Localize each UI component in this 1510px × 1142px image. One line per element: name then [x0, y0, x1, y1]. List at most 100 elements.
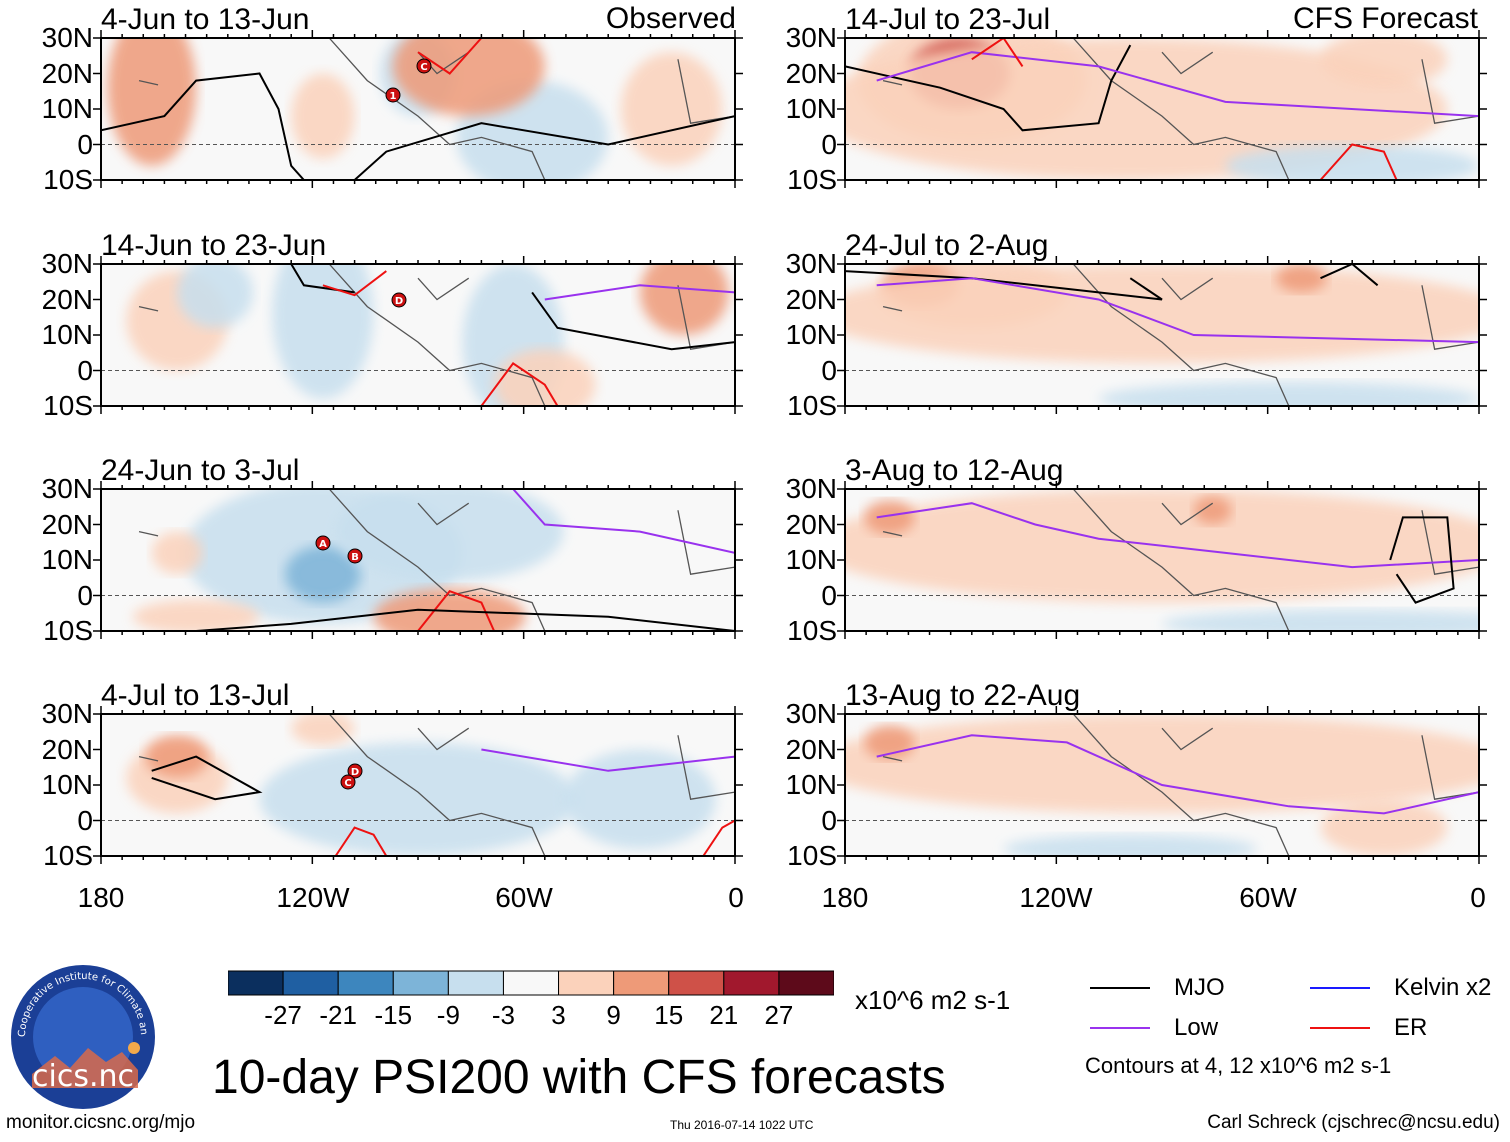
anomaly-shading	[845, 264, 1479, 364]
y-tick-label: 10N	[41, 544, 93, 575]
observed-tag: Observed	[605, 2, 736, 35]
mjo-contour	[196, 608, 735, 631]
anomaly-shading	[291, 73, 355, 159]
x-tick-left-180: 180	[77, 882, 125, 913]
er-contour	[322, 270, 387, 297]
y-tick-label: 0	[77, 128, 93, 160]
storm-marker-dot	[391, 292, 407, 307]
anomaly-shading	[177, 264, 254, 328]
y-tick-label: 0	[77, 354, 93, 386]
mjo-contour	[531, 291, 735, 351]
anomaly-shading	[494, 349, 596, 406]
y-tick-label: 10N	[41, 319, 93, 350]
y-tick-label: 0	[77, 804, 93, 836]
colorbar-tick-label: 15	[654, 1000, 684, 1030]
anomaly-shading	[151, 531, 203, 575]
legend-er-swatch	[1310, 1027, 1370, 1029]
y-tick-label: 0	[821, 579, 837, 611]
anomaly-shading	[1003, 834, 1258, 856]
legend-note: Contours at 4, 12 x10^6 m2 s-1	[1085, 1053, 1392, 1078]
footer-timestamp: Thu 2016-07-14 1022 UTC	[670, 1118, 814, 1132]
y-tick-label: 30N	[785, 473, 837, 504]
anomaly-shading	[1193, 496, 1232, 525]
anomaly-shading	[145, 735, 209, 778]
coastline	[882, 489, 1479, 631]
colorbar-tick-label: 27	[764, 1000, 794, 1030]
storm-marker-dot	[385, 87, 401, 103]
storm-marker-dot	[315, 535, 331, 551]
anomaly-shading	[845, 714, 1479, 814]
y-tick-label: 20N	[41, 57, 93, 89]
storm-marker-label: C	[345, 778, 352, 789]
colorbar-tick-label: 9	[606, 1000, 621, 1030]
colorbar-swatch	[613, 970, 670, 996]
er-contour	[1319, 143, 1398, 180]
coastline	[882, 264, 1479, 406]
colorbar-tick-label: 3	[551, 1000, 566, 1030]
storm-marker: C	[416, 58, 432, 74]
y-tick-label: 10S	[787, 840, 837, 871]
mjo-contour	[1389, 516, 1455, 604]
legend-low: Low	[1090, 1014, 1218, 1042]
x-tick-left-120w: 120W	[276, 882, 350, 913]
mjo-contour	[353, 115, 735, 180]
anomaly-shading	[620, 52, 723, 166]
y-tick-label: 10N	[785, 93, 837, 124]
mjo-contour	[1320, 264, 1379, 287]
coastline	[138, 714, 735, 856]
x-tick-left-0: 0	[728, 882, 744, 913]
y-tick-label: 10N	[41, 93, 93, 124]
storm-marker-label: D	[350, 767, 358, 778]
anomaly-shading	[563, 749, 716, 849]
anomaly-shading	[1225, 144, 1479, 180]
y-tick-label: 30N	[785, 248, 837, 279]
legend-low-swatch	[1090, 1027, 1150, 1029]
y-tick-label: 10S	[787, 164, 837, 195]
mjo-contour	[151, 755, 263, 801]
x-tick-right-120w: 120W	[1019, 882, 1093, 913]
er-contour	[702, 819, 735, 856]
anomaly-shading	[1276, 264, 1327, 293]
y-tick-label: 10S	[43, 390, 93, 421]
anomaly-shading	[373, 588, 526, 631]
y-tick-label: 30N	[41, 473, 93, 504]
colorbar-tick-label: 21	[709, 1000, 739, 1030]
map-panel	[837, 481, 1487, 639]
colorbar-tick-label: -9	[436, 1000, 460, 1030]
panel-title: 3-Aug to 12-Aug	[845, 454, 1064, 487]
mjo-contour	[845, 270, 1163, 301]
y-tick-label: 20N	[785, 733, 837, 765]
main-title: 10-day PSI200 with CFS forecasts	[212, 1051, 946, 1104]
y-tick-label: 30N	[41, 248, 93, 279]
map-panel	[93, 706, 743, 864]
legend-low-label: Low	[1174, 1014, 1219, 1041]
panel-title: 13-Aug to 22-Aug	[845, 679, 1081, 712]
footer-url[interactable]: monitor.cicsnc.org/mjo	[6, 1112, 196, 1133]
y-tick-label: 20N	[785, 283, 837, 315]
er-contour	[334, 826, 388, 856]
storm-marker-label: C	[421, 62, 428, 73]
y-tick-label: 0	[77, 579, 93, 611]
colorbar-swatch	[447, 970, 504, 996]
low-contour	[481, 748, 735, 772]
colorbar-swatch	[282, 970, 339, 996]
storm-marker: C	[340, 774, 356, 790]
y-tick-label: 0	[821, 804, 837, 836]
forecast-tag: CFS Forecast	[1292, 2, 1478, 35]
y-tick-label: 30N	[785, 698, 837, 729]
panel-title: 4-Jul to 13-Jul	[101, 679, 290, 712]
mjo-contour	[845, 44, 1132, 132]
coastline	[882, 714, 1479, 856]
y-tick-label: 30N	[41, 22, 93, 53]
colorbar-tick-label: -21	[319, 1000, 357, 1030]
panel-title: 14-Jul to 23-Jul	[845, 3, 1051, 36]
colorbar-swatch	[392, 970, 449, 996]
low-contour	[876, 277, 1479, 344]
low-contour	[876, 51, 1479, 118]
storm-marker: A	[315, 535, 331, 551]
storm-marker: B	[347, 548, 363, 564]
anomaly-shading	[132, 599, 260, 631]
x-tick-left-60w: 60W	[495, 882, 553, 913]
map-panel	[93, 30, 743, 188]
low-contour	[544, 284, 735, 301]
